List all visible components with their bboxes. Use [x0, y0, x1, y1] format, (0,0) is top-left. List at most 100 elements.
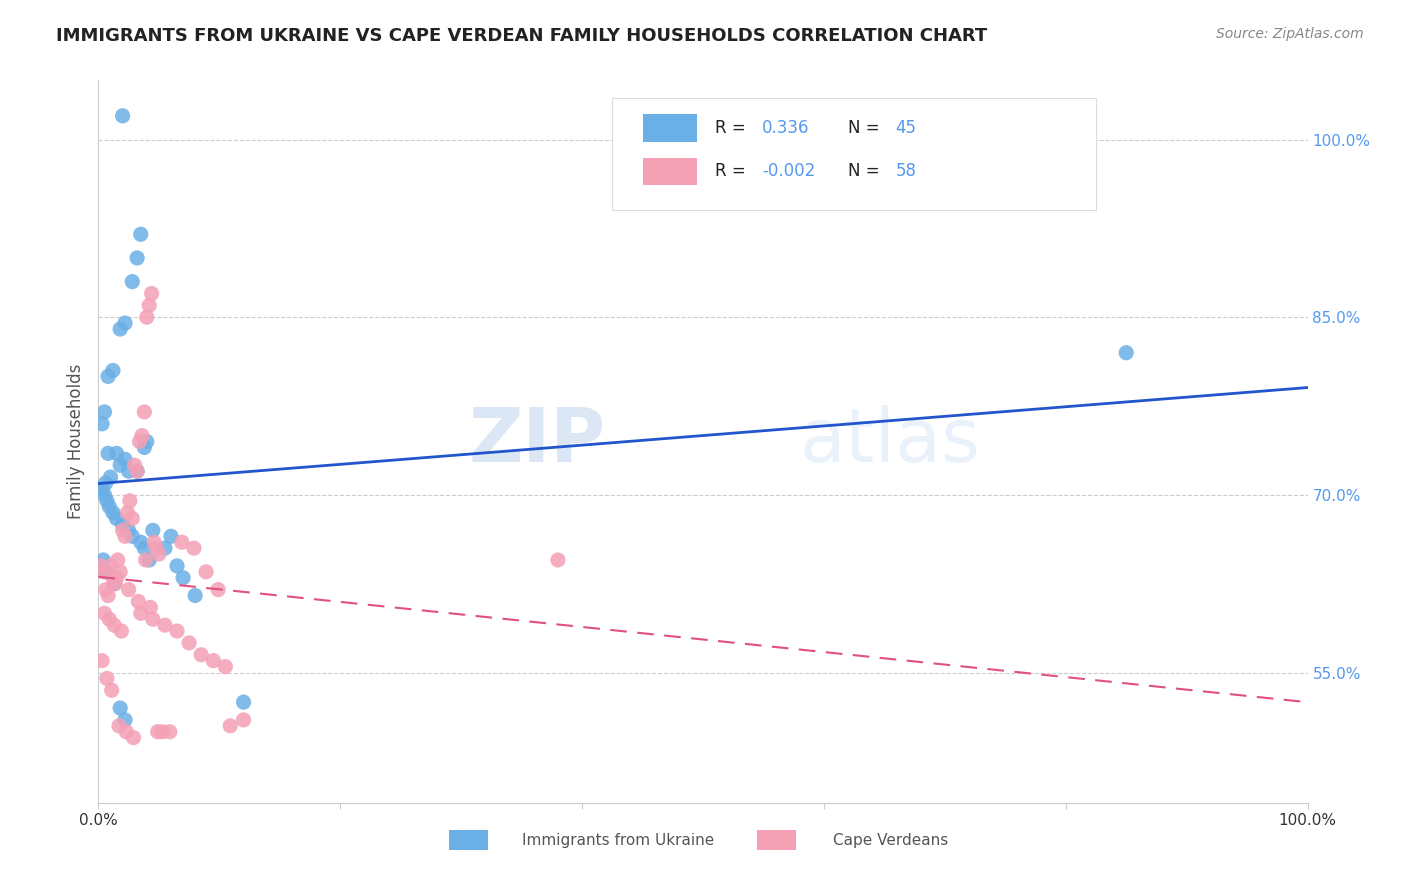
- Text: N =: N =: [848, 162, 884, 180]
- Point: [232, 695, 254, 709]
- Point: [134, 441, 156, 455]
- Point: [115, 724, 138, 739]
- Point: [129, 535, 152, 549]
- Point: [141, 286, 163, 301]
- Point: [111, 109, 134, 123]
- Point: [179, 636, 201, 650]
- Point: [101, 363, 124, 377]
- Point: [96, 672, 118, 686]
- Point: [118, 582, 141, 597]
- Point: [138, 553, 160, 567]
- Point: [121, 275, 143, 289]
- Point: [94, 565, 117, 579]
- Point: [97, 446, 120, 460]
- Point: [100, 683, 122, 698]
- Point: [129, 607, 152, 621]
- Y-axis label: Family Households: Family Households: [66, 364, 84, 519]
- Point: [108, 701, 131, 715]
- Point: [127, 251, 149, 265]
- Point: [131, 428, 153, 442]
- Point: [97, 589, 120, 603]
- Point: [91, 565, 114, 579]
- Point: [101, 506, 124, 520]
- Point: [160, 529, 183, 543]
- Point: [105, 446, 128, 460]
- Point: [146, 724, 169, 739]
- Point: [122, 731, 145, 745]
- Point: [114, 713, 136, 727]
- Point: [114, 316, 136, 330]
- Point: [145, 541, 167, 556]
- Point: [170, 535, 193, 549]
- Point: [135, 553, 157, 567]
- Point: [93, 488, 115, 502]
- Point: [108, 565, 131, 579]
- Point: [214, 659, 236, 673]
- Text: 0.336: 0.336: [762, 119, 810, 137]
- Point: [1115, 345, 1137, 359]
- FancyBboxPatch shape: [613, 98, 1097, 211]
- Point: [139, 600, 162, 615]
- Point: [142, 524, 165, 538]
- Point: [207, 582, 229, 597]
- Point: [143, 535, 166, 549]
- Point: [103, 618, 125, 632]
- Point: [111, 517, 134, 532]
- Point: [121, 529, 143, 543]
- Point: [108, 719, 131, 733]
- FancyBboxPatch shape: [758, 830, 796, 850]
- Point: [195, 565, 218, 579]
- Point: [547, 553, 569, 567]
- Text: Cape Verdeans: Cape Verdeans: [832, 833, 948, 848]
- Point: [118, 464, 141, 478]
- Point: [104, 576, 127, 591]
- Point: [93, 405, 115, 419]
- Point: [134, 405, 156, 419]
- FancyBboxPatch shape: [643, 158, 697, 185]
- Point: [127, 464, 149, 478]
- Text: IMMIGRANTS FROM UKRAINE VS CAPE VERDEAN FAMILY HOUSEHOLDS CORRELATION CHART: IMMIGRANTS FROM UKRAINE VS CAPE VERDEAN …: [56, 27, 987, 45]
- Text: Source: ZipAtlas.com: Source: ZipAtlas.com: [1216, 27, 1364, 41]
- Text: Immigrants from Ukraine: Immigrants from Ukraine: [522, 833, 714, 848]
- Point: [118, 493, 141, 508]
- Point: [127, 594, 149, 608]
- Point: [135, 434, 157, 449]
- Point: [114, 452, 136, 467]
- Point: [101, 571, 124, 585]
- Text: 45: 45: [896, 119, 917, 137]
- Point: [103, 576, 125, 591]
- Point: [93, 607, 115, 621]
- Point: [121, 511, 143, 525]
- Point: [184, 589, 207, 603]
- Point: [98, 612, 121, 626]
- Point: [172, 571, 194, 585]
- Point: [219, 719, 242, 733]
- Point: [134, 541, 156, 556]
- Point: [142, 612, 165, 626]
- Point: [232, 713, 254, 727]
- Point: [128, 434, 150, 449]
- Point: [129, 227, 152, 242]
- Text: R =: R =: [716, 119, 751, 137]
- Point: [118, 524, 141, 538]
- Point: [159, 724, 181, 739]
- Point: [91, 417, 114, 431]
- Point: [183, 541, 205, 556]
- Text: ZIP: ZIP: [470, 405, 606, 478]
- Text: N =: N =: [848, 119, 884, 137]
- Point: [94, 582, 117, 597]
- Point: [114, 529, 136, 543]
- Point: [98, 500, 121, 514]
- Point: [153, 618, 176, 632]
- Point: [190, 648, 212, 662]
- Point: [138, 298, 160, 312]
- Point: [124, 458, 146, 473]
- Point: [152, 724, 174, 739]
- Text: atlas: atlas: [800, 405, 981, 478]
- Point: [135, 310, 157, 325]
- Point: [148, 547, 170, 561]
- Point: [117, 506, 139, 520]
- Point: [96, 493, 118, 508]
- Point: [100, 470, 122, 484]
- Point: [108, 322, 131, 336]
